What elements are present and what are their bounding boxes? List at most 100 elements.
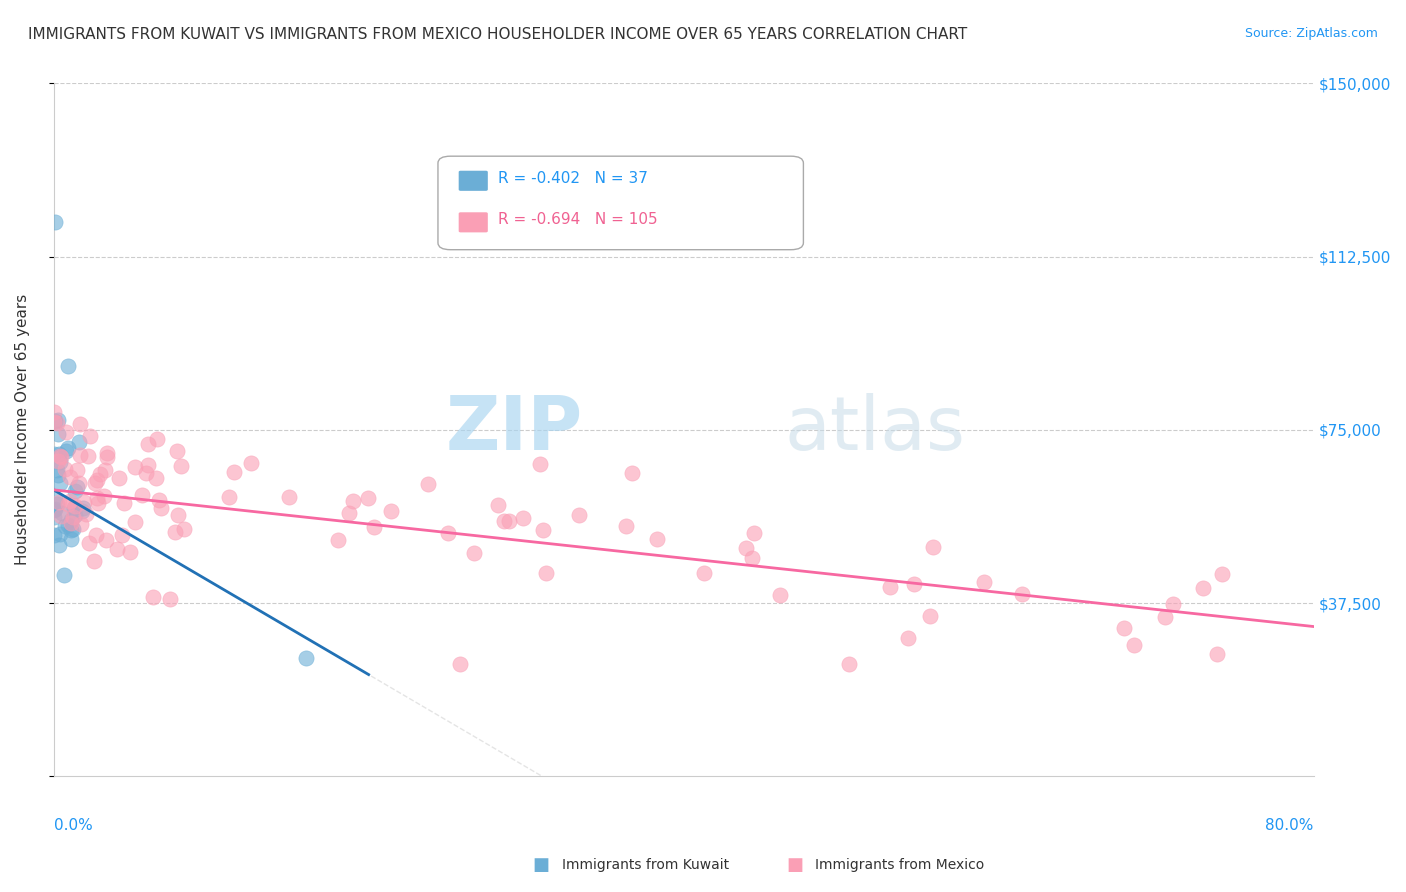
- Point: [59, 493, 82, 508]
- Point: [94, 463, 117, 477]
- Point: [148, 492, 170, 507]
- Point: [879, 580, 901, 594]
- Point: [59, 469, 82, 483]
- Point: [363, 520, 385, 534]
- Point: [534, 566, 557, 581]
- Point: [49, 527, 72, 541]
- Point: [326, 533, 349, 547]
- Text: Source: ZipAtlas.com: Source: ZipAtlas.com: [1244, 27, 1378, 40]
- Point: [357, 491, 380, 506]
- Point: [922, 541, 945, 555]
- Point: [84, 476, 107, 491]
- Point: [145, 432, 167, 446]
- Point: [342, 494, 364, 508]
- Point: [44, 502, 66, 516]
- Point: [337, 506, 360, 520]
- Point: [59, 513, 82, 527]
- Point: [903, 577, 925, 591]
- Point: [498, 514, 520, 528]
- Point: [131, 488, 153, 502]
- Point: [744, 525, 766, 540]
- Point: [142, 590, 165, 604]
- Text: atlas: atlas: [785, 393, 966, 467]
- Point: [44, 491, 66, 506]
- Point: [1211, 567, 1233, 582]
- Point: [56, 441, 79, 455]
- Point: [124, 459, 146, 474]
- Point: [66, 462, 89, 476]
- Point: [70, 517, 93, 532]
- Text: Immigrants from Kuwait: Immigrants from Kuwait: [562, 858, 730, 872]
- Point: [60, 523, 83, 537]
- Text: ZIP: ZIP: [446, 393, 583, 467]
- Point: [93, 489, 115, 503]
- Point: [89, 467, 111, 482]
- Point: [693, 566, 716, 580]
- Point: [294, 650, 316, 665]
- Point: [44, 502, 66, 516]
- Text: IMMIGRANTS FROM KUWAIT VS IMMIGRANTS FROM MEXICO HOUSEHOLDER INCOME OVER 65 YEAR: IMMIGRANTS FROM KUWAIT VS IMMIGRANTS FRO…: [28, 27, 967, 42]
- Point: [86, 473, 108, 487]
- Point: [1192, 581, 1215, 595]
- Point: [166, 508, 188, 523]
- Text: ■: ■: [533, 856, 550, 874]
- Point: [45, 462, 67, 476]
- Point: [69, 448, 91, 462]
- Point: [1011, 587, 1033, 601]
- Point: [735, 541, 758, 555]
- Point: [67, 435, 90, 450]
- Text: 80.0%: 80.0%: [1265, 818, 1313, 833]
- Point: [120, 545, 142, 559]
- Point: [77, 536, 100, 550]
- Point: [49, 508, 72, 523]
- Point: [58, 498, 80, 512]
- Point: [44, 447, 66, 461]
- Point: [46, 468, 69, 483]
- Text: 0.0%: 0.0%: [53, 818, 93, 833]
- Point: [72, 504, 94, 518]
- Point: [614, 519, 637, 533]
- Point: [531, 523, 554, 537]
- Point: [53, 567, 76, 582]
- Point: [1112, 621, 1135, 635]
- Point: [135, 467, 157, 481]
- Point: [973, 574, 995, 589]
- Point: [124, 515, 146, 529]
- Point: [51, 506, 73, 520]
- Point: [437, 526, 460, 541]
- Point: [278, 490, 301, 504]
- Point: [449, 657, 471, 672]
- Point: [145, 471, 167, 485]
- Point: [59, 532, 82, 546]
- Point: [49, 475, 72, 490]
- Point: [218, 490, 240, 504]
- Point: [169, 458, 191, 473]
- Point: [741, 551, 763, 566]
- Point: [96, 445, 118, 459]
- Point: [897, 631, 920, 645]
- Point: [56, 518, 79, 533]
- Point: [1153, 610, 1175, 624]
- Point: [72, 495, 94, 509]
- Point: [72, 501, 94, 516]
- Point: [380, 503, 402, 517]
- Point: [918, 609, 941, 624]
- Point: [62, 522, 84, 536]
- FancyBboxPatch shape: [460, 213, 486, 232]
- Point: [65, 480, 87, 494]
- Point: [44, 405, 66, 419]
- Text: ■: ■: [786, 856, 803, 874]
- Point: [44, 509, 66, 524]
- Point: [1123, 638, 1146, 652]
- Point: [59, 516, 82, 530]
- Point: [86, 491, 108, 505]
- Y-axis label: Householder Income Over 65 years: Householder Income Over 65 years: [15, 294, 30, 566]
- Point: [94, 533, 117, 547]
- Text: R = -0.402   N = 37: R = -0.402 N = 37: [499, 171, 648, 186]
- Point: [53, 461, 76, 475]
- Point: [49, 449, 72, 463]
- Point: [110, 527, 132, 541]
- Point: [46, 427, 69, 442]
- Point: [69, 417, 91, 431]
- Point: [55, 443, 77, 458]
